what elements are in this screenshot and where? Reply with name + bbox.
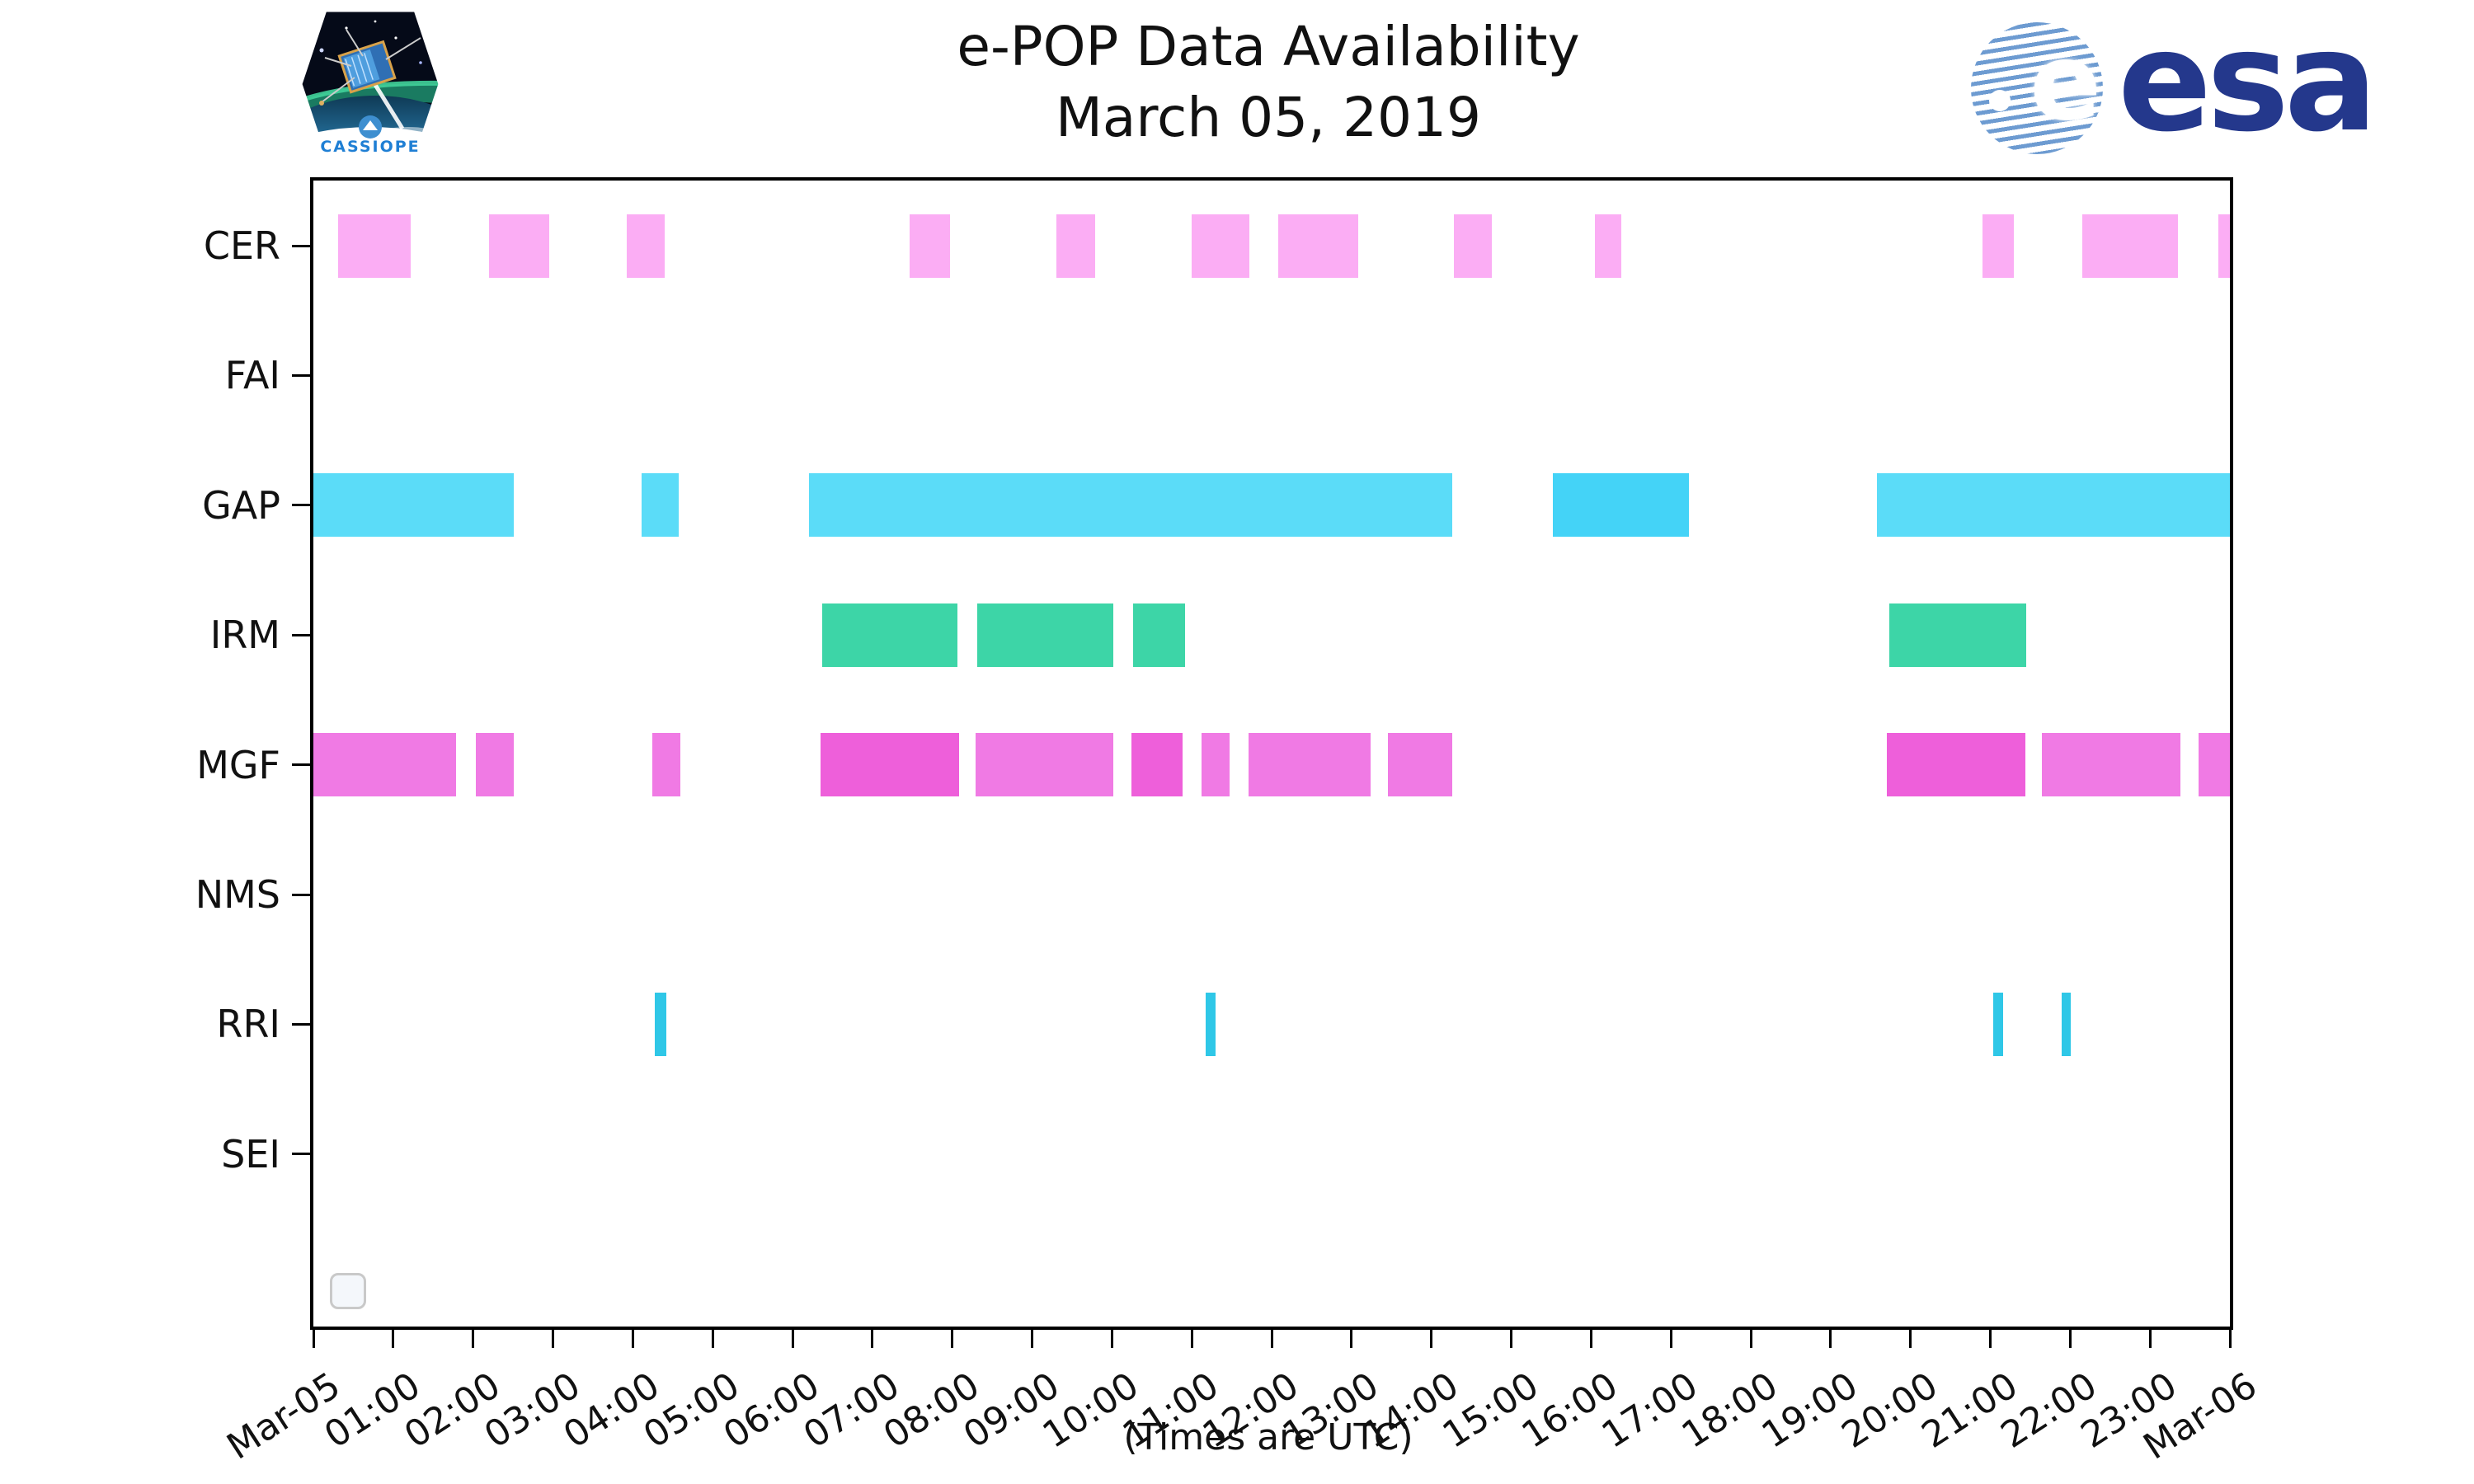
x-tick [1510,1330,1512,1348]
title-line-2: March 05, 2019 [1055,86,1482,149]
x-axis-caption: (Times are UTC) [1123,1416,1413,1458]
availability-bar-cer [338,214,412,278]
availability-bar-mgf [1248,733,1371,797]
availability-bar-irm [1889,603,2027,667]
availability-bar-cer [1056,214,1095,278]
x-tick [1430,1330,1433,1348]
y-axis-label-mgf: MGF [196,742,280,787]
availability-bar-cer [2218,214,2230,278]
y-tick [292,1153,310,1156]
esa-globe-icon: e [1971,22,2103,154]
availability-bar-gap [313,473,515,538]
availability-bar-rri [655,992,666,1056]
availability-bar-cer [1982,214,2014,278]
availability-bar-cer [489,214,549,278]
availability-bar-mgf [2042,733,2180,797]
esa-wordmark: esa [2118,1,2378,162]
availability-bar-mgf [1886,733,2026,797]
y-tick [292,373,310,377]
y-tick [292,893,310,896]
cassiope-patch-label: CASSIOPE [320,138,420,156]
y-axis-label-irm: IRM [209,613,280,658]
availability-bar-rri [1205,992,1216,1056]
availability-bar-gap [1552,473,1690,538]
y-tick [292,633,310,636]
x-tick [392,1330,395,1348]
x-tick [1270,1330,1273,1348]
esa-globe-e: e [2030,22,2101,144]
x-tick [1909,1330,1912,1348]
availability-bar-cer [1453,214,1493,278]
availability-bar-cer [1192,214,1249,278]
availability-bar-gap [641,473,680,538]
x-tick [631,1330,634,1348]
page-title: e-POP Data Availability March 05, 2019 [310,12,2227,153]
x-tick [2068,1330,2072,1348]
x-tick [1589,1330,1592,1348]
y-tick [292,244,310,247]
x-tick [951,1330,954,1348]
availability-bar-mgf [2199,733,2230,797]
y-axis-label-cer: CER [203,223,280,268]
x-tick [1110,1330,1113,1348]
x-tick [2148,1330,2152,1348]
y-tick [292,504,310,507]
availability-bar-mgf [975,733,1114,797]
x-tick [1031,1330,1033,1348]
x-tick [1749,1330,1752,1348]
availability-bar-cer [2081,214,2179,278]
availability-bar-rri [1993,992,2003,1056]
availability-bar-rri [2061,992,2072,1056]
availability-bar-cer [910,214,950,278]
y-axis-label-gap: GAP [202,482,280,528]
x-tick [2228,1330,2232,1348]
y-axis-label-nms: NMS [195,872,280,917]
availability-bar-cer [626,214,666,278]
availability-bar-mgf [820,733,960,797]
availability-bar-gap [1876,473,2230,538]
x-tick [1190,1330,1193,1348]
availability-bar-irm [821,603,958,667]
availability-bar-cer [1277,214,1358,278]
x-tick [1989,1330,1992,1348]
title-line-1: e-POP Data Availability [957,15,1580,78]
cassiope-patch-graphic: CASSIOPE [298,7,443,161]
x-tick [871,1330,874,1348]
availability-bar-irm [976,603,1114,667]
x-tick [1669,1330,1672,1348]
availability-chart: CER FAI GAP IRM MGF NMS RRI SEI Mar-05 01:00 02:00… [195,177,2265,1468]
y-axis-label-sei: SEI [221,1131,280,1176]
availability-bar-mgf [1201,733,1230,797]
esa-globe-dot [1989,90,2011,111]
availability-bar-mgf [313,733,457,797]
y-tick [292,1022,310,1026]
x-tick [472,1330,475,1348]
y-axis-label-fai: FAI [224,353,280,398]
x-tick [711,1330,714,1348]
availability-bar-cer [1595,214,1622,278]
availability-bar-gap [809,473,1452,538]
availability-bar-mgf [1388,733,1452,797]
availability-bar-mgf [651,733,681,797]
availability-bar-mgf [1131,733,1183,797]
y-tick [292,763,310,767]
x-tick [791,1330,794,1348]
x-tick [1350,1330,1353,1348]
legend-box [330,1273,366,1309]
cassiope-mission-patch: CASSIOPE [297,5,444,163]
availability-bar-irm [1132,603,1186,667]
x-tick [312,1330,315,1348]
y-axis-label-rri: RRI [216,1002,281,1047]
availability-bar-mgf [475,733,515,797]
x-tick [1829,1330,1832,1348]
x-tick [552,1330,554,1348]
esa-logo: e esa [1971,12,2433,158]
